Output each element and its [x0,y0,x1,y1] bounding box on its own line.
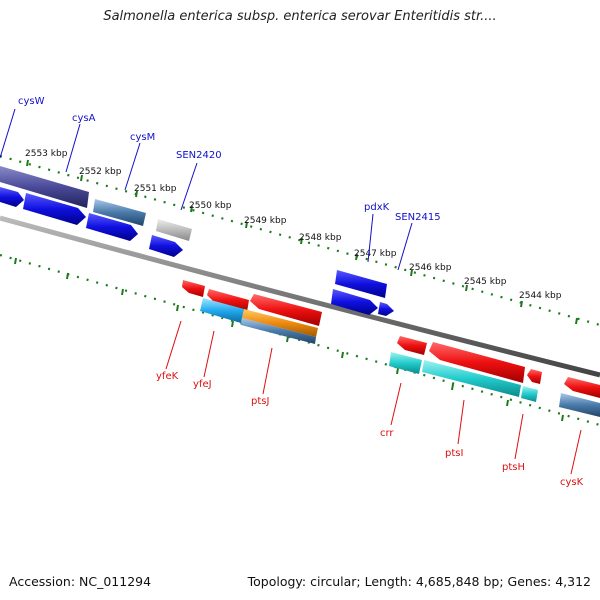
gene-label-ptsI[interactable]: ptsI [445,448,463,459]
gene-arrow-ptsH[interactable] [527,369,542,384]
cog-bar-crr[interactable] [389,352,422,374]
cog-bar-ptsH[interactable] [521,386,538,402]
gene-label-yfeK[interactable]: yfeK [156,371,179,382]
forward-strand [0,166,394,316]
gene-arrow-cysK[interactable] [564,377,600,398]
leader-line [390,382,402,426]
gene-arrow-cysW[interactable] [0,187,24,207]
leader-line [262,347,273,395]
tick-label: 2550 kbp [189,201,232,211]
tick-labels: 2553 kbp 2552 kbp 2551 kbp 2550 kbp 2549… [25,149,562,301]
genome-info-text: Topology: circular; Length: 4,685,848 bp… [247,574,591,589]
genome-backbone [0,215,600,378]
tick-label: 2553 kbp [25,149,68,159]
gene-label-cysA[interactable]: cysA [72,113,96,124]
cog-bar-cysW-cysA[interactable] [0,166,89,208]
gene-label-yfeJ[interactable]: yfeJ [193,379,212,390]
forward-gene-labels: cysW cysA cysM SEN2420 pdxK SEN2415 [0,96,441,271]
tick-label: 2552 kbp [79,167,122,177]
tick-label: 2549 kbp [244,216,287,226]
cog-bar-ptsJ-steel[interactable] [241,318,316,344]
gene-arrow-SEN2420[interactable] [149,235,183,257]
reverse-gene-labels: yfeK yfeJ ptsJ crr ptsI ptsH cysK [156,320,584,488]
leader-line [65,123,81,173]
gene-arrow-SEN2415[interactable] [378,302,394,316]
cog-bar-cysM[interactable] [93,199,146,226]
gene-label-cysW[interactable]: cysW [18,96,45,107]
cog-bar-ptsI[interactable] [422,360,521,397]
cog-bar-cysK[interactable] [559,393,600,417]
tick-label: 2546 kbp [409,263,452,273]
gene-label-cysM[interactable]: cysM [130,132,155,143]
leader-line [0,108,16,159]
gene-arrow-yfeK[interactable] [182,280,205,297]
leader-line [367,213,374,263]
gene-label-ptsH[interactable]: ptsH [502,462,525,473]
gene-bar-pdxK[interactable] [335,270,387,298]
leader-line [165,320,182,370]
leader-line [180,162,198,211]
gene-label-pdxK[interactable]: pdxK [364,202,390,213]
reverse-strand [182,280,600,417]
leader-line [514,413,524,460]
gene-arrow-cysM[interactable] [86,213,138,241]
outer-tick-track [0,154,600,327]
leader-line [397,222,413,271]
gene-label-cysK[interactable]: cysK [560,477,584,488]
tick-label: 2547 kbp [354,249,397,259]
gene-arrow-cysA[interactable] [23,193,86,225]
gene-arrow-crr[interactable] [397,336,427,355]
tick-label: 2545 kbp [464,277,507,287]
tick-label: 2544 kbp [519,291,562,301]
gene-label-crr[interactable]: crr [380,428,394,439]
map-title: Salmonella enterica subsp. enterica sero… [103,9,497,24]
tick-label: 2551 kbp [134,184,177,194]
gene-label-ptsJ[interactable]: ptsJ [251,396,269,407]
gene-label-SEN2415[interactable]: SEN2415 [395,212,441,223]
cog-bar-ptsJ-orange[interactable] [242,309,318,337]
gene-label-SEN2420[interactable]: SEN2420 [176,150,222,161]
gene-arrow-pdxK[interactable] [331,289,378,315]
cog-bar-yfeJ[interactable] [200,298,244,323]
accession-text: Accession: NC_011294 [9,574,152,589]
leader-line [203,330,215,378]
leader-line [570,429,582,475]
cog-bar-SEN2420[interactable] [156,219,192,241]
tick-label: 2548 kbp [299,233,342,243]
leader-line [457,399,465,445]
gene-arrow-yfeJ[interactable] [207,289,249,312]
leader-line [124,142,141,191]
gene-arrow-ptsJ[interactable] [250,294,322,326]
gene-arrow-ptsI[interactable] [429,342,525,383]
